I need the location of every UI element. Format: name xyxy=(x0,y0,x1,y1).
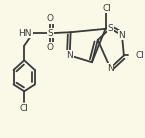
Text: O: O xyxy=(47,14,54,23)
Text: Cl: Cl xyxy=(135,51,144,60)
Text: N: N xyxy=(66,51,73,60)
Text: Cl: Cl xyxy=(102,4,111,13)
Text: O: O xyxy=(47,43,54,52)
Text: N: N xyxy=(107,63,114,73)
Text: HN: HN xyxy=(18,29,32,38)
Text: S: S xyxy=(47,29,53,38)
Text: S: S xyxy=(107,24,113,33)
Text: N: N xyxy=(119,31,125,40)
Text: Cl: Cl xyxy=(20,104,29,113)
